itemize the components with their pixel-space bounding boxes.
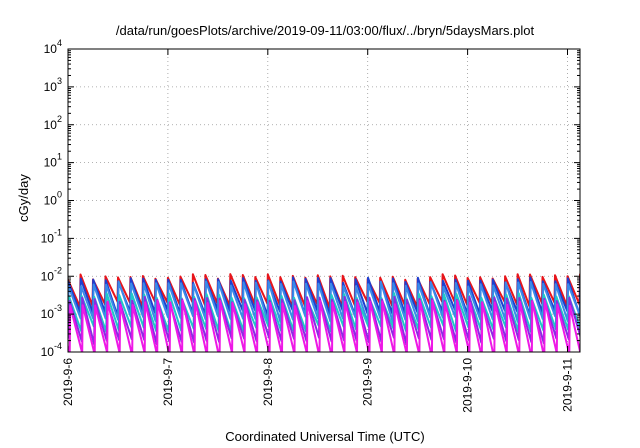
y-axis: 10-4 10-3 10-2 10-1 100 101 102 103 104 (41, 38, 580, 359)
x-tick-label: 2019-9-10 (461, 358, 475, 413)
y-tick-label: 102 (44, 114, 62, 132)
y-tick-label: 10-2 (41, 265, 62, 283)
y-tick-label: 10-1 (41, 227, 62, 245)
x-tick-label: 2019-9-8 (261, 358, 275, 406)
x-tick-label: 2019-9-11 (561, 358, 575, 412)
x-tick-label: 2019-9-7 (161, 358, 175, 406)
y-tick-label: 10-3 (41, 303, 62, 321)
y-tick-label: 104 (44, 38, 62, 56)
y-tick-label: 100 (44, 190, 62, 208)
series-group (68, 273, 580, 352)
y-tick-label: 10-4 (41, 341, 62, 359)
chart-title: /data/run/goesPlots/archive/2019-09-11/0… (116, 23, 535, 38)
series-line-5 (68, 299, 580, 352)
x-tick-label: 2019-9-6 (61, 358, 75, 406)
y-tick-label: 103 (44, 76, 62, 94)
x-tick-label: 2019-9-9 (361, 358, 375, 406)
x-axis-label: Coordinated Universal Time (UTC) (225, 429, 424, 444)
y-axis-label: cGy/day (16, 174, 31, 222)
x-axis: 2019-9-6 2019-9-7 2019-9-8 2019-9-9 2019-9-1… (61, 49, 575, 413)
y-tick-label: 101 (44, 152, 62, 170)
